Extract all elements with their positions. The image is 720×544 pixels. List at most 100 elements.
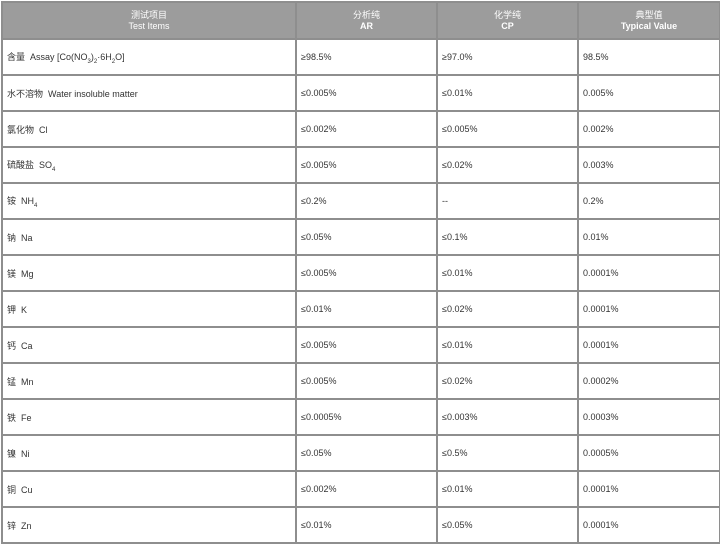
cp-value: ≤0.01% [436,470,579,508]
item-zh: 水不溶物 [7,88,44,99]
typical-value: 0.0001% [577,254,720,292]
item-en: Ca [21,340,33,351]
test-item: 钙 Ca [1,326,297,364]
table-row: 铵 NH4 ≤0.2% -- 0.2% [1,182,720,220]
cp-value: -- [436,182,579,220]
cp-value: ≤0.005% [436,110,579,148]
table-row: 镍 Ni ≤0.05% ≤0.5% 0.0005% [1,434,720,472]
cp-value: ≥97.0% [436,38,579,76]
column-header: 化学纯 CP [436,1,579,40]
item-en: Zn [21,520,32,531]
ar-value: ≤0.005% [295,146,438,184]
table-row: 锰 Mn ≤0.005% ≤0.02% 0.0002% [1,362,720,400]
header-en: Test Items [128,20,170,31]
ar-value: ≤0.05% [295,434,438,472]
item-zh: 铁 [7,412,17,423]
ar-value: ≤0.01% [295,290,438,328]
ar-value: ≤0.01% [295,506,438,544]
item-zh: 钠 [7,232,17,243]
ar-value: ≤0.005% [295,254,438,292]
table-row: 钾 K ≤0.01% ≤0.02% 0.0001% [1,290,720,328]
typical-value: 0.0003% [577,398,720,436]
item-en: NH [21,195,35,206]
header-zh: 分析纯 [352,9,380,20]
item-en: K [21,304,28,315]
subscript: 2 [111,58,116,65]
typical-value: 0.01% [577,218,720,256]
header-en: AR [360,20,373,31]
test-item: 锰 Mn [1,362,297,400]
test-item: 硫酸盐 SO4 [1,146,297,184]
item-en: Cl [39,124,48,135]
table-row: 硫酸盐 SO4 ≤0.005% ≤0.02% 0.003% [1,146,720,184]
item-zh: 硫酸盐 [7,159,35,170]
paren: ) [90,51,94,62]
cp-value: ≤0.01% [436,326,579,364]
test-item: 镍 Ni [1,434,297,472]
column-header: 测试项目 Test Items [1,1,297,40]
typical-value: 0.0002% [577,362,720,400]
subscript: 4 [52,166,56,173]
cp-value: ≤0.5% [436,434,579,472]
ar-value: ≤0.005% [295,74,438,112]
column-header: 分析纯 AR [295,1,438,40]
item-en: Fe [21,412,32,423]
typical-value: 98.5% [577,38,720,76]
item-en: Assay [Co(NO [30,51,88,62]
item-zh: 铵 [7,195,17,206]
ar-value: ≤0.005% [295,326,438,364]
header-en: CP [501,20,514,31]
ar-value: ≤0.05% [295,218,438,256]
item-en: Mn [21,376,34,387]
item-zh: 钾 [7,304,17,315]
table-row: 镁 Mg ≤0.005% ≤0.01% 0.0001% [1,254,720,292]
test-item: 钠 Na [1,218,297,256]
item-en: Water insoluble matter [48,88,138,99]
header-row: 测试项目 Test Items 分析纯 AR 化学纯 CP 典型值 Typical Value [1,1,720,40]
item-en: Mg [21,268,34,279]
ar-value: ≥98.5% [295,38,438,76]
table-row: 钠 Na ≤0.05% ≤0.1% 0.01% [1,218,720,256]
table-row: 钙 Ca ≤0.005% ≤0.01% 0.0001% [1,326,720,364]
cp-value: ≤0.02% [436,362,579,400]
cp-value: ≤0.003% [436,398,579,436]
typical-value: 0.2% [577,182,720,220]
table-row: 氯化物 Cl ≤0.002% ≤0.005% 0.002% [1,110,720,148]
typical-value: 0.0001% [577,470,720,508]
test-item: 锌 Zn [1,506,297,544]
ar-value: ≤0.002% [295,470,438,508]
typical-value: 0.0001% [577,326,720,364]
item-zh: 氯化物 [7,124,35,135]
table-row: 含量 Assay [Co(NO3)2·6H2O] ≥98.5% ≥97.0% 9… [1,38,720,76]
table-row: 铜 Cu ≤0.002% ≤0.01% 0.0001% [1,470,720,508]
cp-value: ≤0.1% [436,218,579,256]
ar-value: ≤0.0005% [295,398,438,436]
typical-value: 0.0001% [577,290,720,328]
item-zh: 含量 [7,51,26,62]
header-zh: 典型值 [635,9,663,20]
item-en: Cu [21,484,33,495]
item-en: Na [21,232,33,243]
test-item: 水不溶物 Water insoluble matter [1,74,297,112]
item-zh: 钙 [7,340,17,351]
test-item: 镁 Mg [1,254,297,292]
typical-value: 0.003% [577,146,720,184]
subscript: 3 [87,58,91,65]
ar-value: ≤0.2% [295,182,438,220]
header-zh: 测试项目 [130,9,167,20]
header-en: Typical Value [620,20,678,31]
cp-value: ≤0.05% [436,506,579,544]
typical-value: 0.005% [577,74,720,112]
typical-value: 0.0005% [577,434,720,472]
test-item: 含量 Assay [Co(NO3)2·6H2O] [1,38,297,76]
cp-value: ≤0.01% [436,74,579,112]
column-header: 典型值 Typical Value [577,1,720,40]
typical-value: 0.002% [577,110,720,148]
subscript: 2 [93,58,98,65]
typical-value: 0.0001% [577,506,720,544]
item-en: SO [39,159,53,170]
cp-value: ≤0.02% [436,146,579,184]
formula-part: O] [115,51,125,62]
item-en: Ni [21,448,30,459]
table-row: 铁 Fe ≤0.0005% ≤0.003% 0.0003% [1,398,720,436]
